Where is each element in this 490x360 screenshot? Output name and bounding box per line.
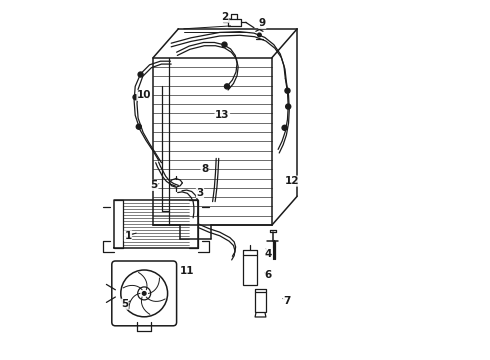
- Circle shape: [136, 124, 141, 129]
- Text: 12: 12: [285, 176, 300, 186]
- Text: 2: 2: [221, 12, 229, 22]
- Text: 10: 10: [137, 90, 151, 100]
- Text: 6: 6: [265, 270, 272, 280]
- Text: 7: 7: [283, 296, 291, 306]
- Text: 3: 3: [196, 188, 204, 198]
- Circle shape: [222, 42, 227, 47]
- Circle shape: [286, 104, 291, 109]
- Circle shape: [224, 84, 229, 89]
- Circle shape: [133, 95, 138, 100]
- Text: 4: 4: [265, 249, 272, 259]
- Bar: [255, 292, 266, 311]
- Text: 5: 5: [121, 299, 128, 309]
- Text: 1: 1: [124, 231, 132, 241]
- Circle shape: [138, 72, 143, 77]
- Text: 13: 13: [215, 110, 230, 120]
- Circle shape: [258, 33, 261, 37]
- Circle shape: [143, 292, 146, 295]
- Text: 8: 8: [201, 164, 208, 174]
- Bar: [243, 255, 257, 285]
- Circle shape: [285, 88, 290, 93]
- Text: 5: 5: [150, 180, 158, 190]
- Text: 9: 9: [259, 18, 266, 28]
- Text: 11: 11: [179, 266, 194, 276]
- FancyBboxPatch shape: [112, 261, 176, 326]
- Circle shape: [282, 125, 287, 130]
